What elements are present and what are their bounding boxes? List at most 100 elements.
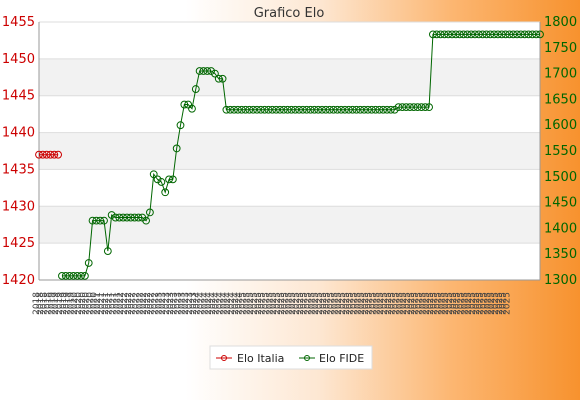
data-point-fide — [230, 105, 238, 114]
plot-band — [39, 58, 540, 96]
data-point-italia — [42, 150, 51, 159]
data-point-fide — [398, 103, 407, 112]
legend-label-fide: Elo FIDE — [319, 352, 364, 365]
data-point-fide — [268, 105, 277, 114]
x-tick-label: 2025 — [265, 292, 275, 315]
data-point-fide — [142, 216, 150, 225]
data-point-fide — [241, 105, 250, 114]
data-point-fide — [325, 105, 334, 114]
right-tick-label: 1750 — [544, 41, 577, 56]
x-tick-label: 2025 — [269, 292, 279, 315]
x-tick-label: 2025 — [300, 292, 310, 315]
data-point-fide — [73, 271, 82, 280]
x-tick-label: 2019 — [55, 292, 65, 315]
data-point-fide — [123, 213, 131, 222]
data-point-fide — [214, 74, 223, 83]
x-tick-label: 2025 — [483, 292, 493, 315]
chart-title: Grafico Elo — [254, 6, 325, 21]
legend: Elo Italia Elo FIDE — [209, 345, 373, 370]
data-point-fide — [528, 30, 537, 39]
x-tick-label: 2025 — [457, 292, 467, 315]
data-point-fide — [149, 170, 158, 179]
x-tick-label: 2025 — [468, 292, 478, 315]
x-tick-label: 2023 — [174, 292, 184, 315]
x-tick-label: 2025 — [407, 292, 417, 315]
data-point-fide — [440, 30, 449, 39]
data-point-fide — [310, 105, 319, 114]
x-tick-label: 2025 — [372, 292, 382, 315]
x-tick-label: 2024 — [216, 292, 226, 315]
data-point-fide — [352, 105, 361, 114]
x-tick-label: 2021 — [112, 292, 122, 315]
data-point-fide — [318, 105, 326, 114]
x-tick-label: 2024 — [193, 292, 203, 315]
data-point-fide — [134, 213, 143, 222]
x-tick-label: 2025 — [441, 292, 451, 315]
data-point-fide — [111, 213, 120, 222]
x-tick-label: 2024 — [231, 292, 241, 315]
data-point-fide — [245, 105, 254, 114]
x-tick-label: 2024 — [235, 292, 245, 315]
x-tick-label: 2022 — [147, 292, 157, 315]
data-point-fide — [279, 105, 288, 114]
data-point-fide — [314, 105, 323, 114]
x-tick-label: 2018 — [36, 292, 46, 315]
data-point-fide — [222, 105, 231, 114]
x-tick-label: 2020 — [74, 292, 84, 315]
data-point-fide — [157, 178, 166, 186]
data-point-fide — [478, 30, 487, 39]
x-tick-label: 2025 — [315, 292, 325, 315]
data-point-fide — [226, 105, 235, 114]
data-point-fide — [486, 30, 495, 39]
x-tick-label: 2025 — [502, 292, 512, 315]
x-tick-label: 2025 — [388, 292, 398, 315]
data-point-fide — [375, 105, 384, 114]
left-tick-label: 1445 — [2, 89, 35, 104]
x-tick-label: 2024 — [212, 292, 222, 315]
x-tick-label: 2018 — [40, 292, 50, 315]
x-tick-label: 2025 — [319, 292, 329, 315]
x-tick-label: 2024 — [219, 292, 229, 315]
x-tick-label: 2025 — [418, 292, 428, 315]
x-tick-label: 2022 — [128, 292, 138, 315]
x-tick-label: 2025 — [414, 292, 424, 315]
x-tick-label: 2025 — [250, 292, 260, 315]
data-point-fide — [115, 213, 124, 222]
x-tick-label: 2020 — [82, 292, 92, 315]
data-point-fide — [379, 105, 388, 114]
x-tick-label: 2025 — [476, 292, 486, 315]
legend-box — [209, 345, 373, 370]
left-tick-label: 1435 — [2, 162, 35, 177]
data-point-italia — [54, 150, 63, 159]
right-tick-label: 1450 — [544, 196, 577, 211]
x-tick-label: 2025 — [357, 292, 367, 315]
plot-band — [39, 95, 540, 133]
data-point-fide — [233, 105, 242, 114]
data-point-fide — [191, 85, 200, 93]
data-point-fide — [291, 105, 300, 114]
x-tick-label: 2023 — [181, 292, 191, 315]
x-tick-label: 2025 — [445, 292, 455, 315]
data-point-fide — [516, 30, 525, 39]
x-tick-label: 2019 — [59, 292, 69, 315]
x-tick-label: 2025 — [323, 292, 333, 315]
x-tick-label: 2021 — [101, 292, 111, 315]
x-tick-label: 2023 — [162, 292, 172, 315]
x-tick-label: 2025 — [499, 292, 509, 315]
data-point-fide — [386, 105, 395, 114]
x-tick-label: 2023 — [177, 292, 187, 315]
data-point-fide — [448, 30, 456, 39]
data-point-fide — [161, 188, 170, 197]
data-point-fide — [207, 67, 215, 75]
data-point-fide — [165, 175, 173, 184]
x-tick-label: 2020 — [89, 292, 99, 315]
right-tick-label: 1700 — [544, 67, 577, 82]
x-tick-label: 2025 — [246, 292, 256, 315]
data-point-fide — [344, 105, 353, 114]
x-tick-label: 2022 — [120, 292, 130, 315]
data-point-fide — [92, 216, 101, 225]
data-point-fide — [69, 271, 78, 280]
x-tick-label: 2025 — [487, 292, 497, 315]
data-point-fide — [390, 105, 399, 114]
data-point-fide — [211, 69, 219, 78]
